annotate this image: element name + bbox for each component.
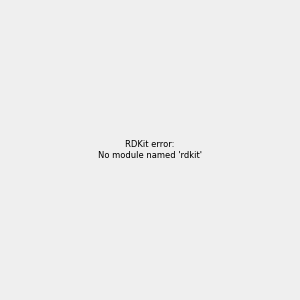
Text: RDKit error:
No module named 'rdkit': RDKit error: No module named 'rdkit' [98,140,202,160]
